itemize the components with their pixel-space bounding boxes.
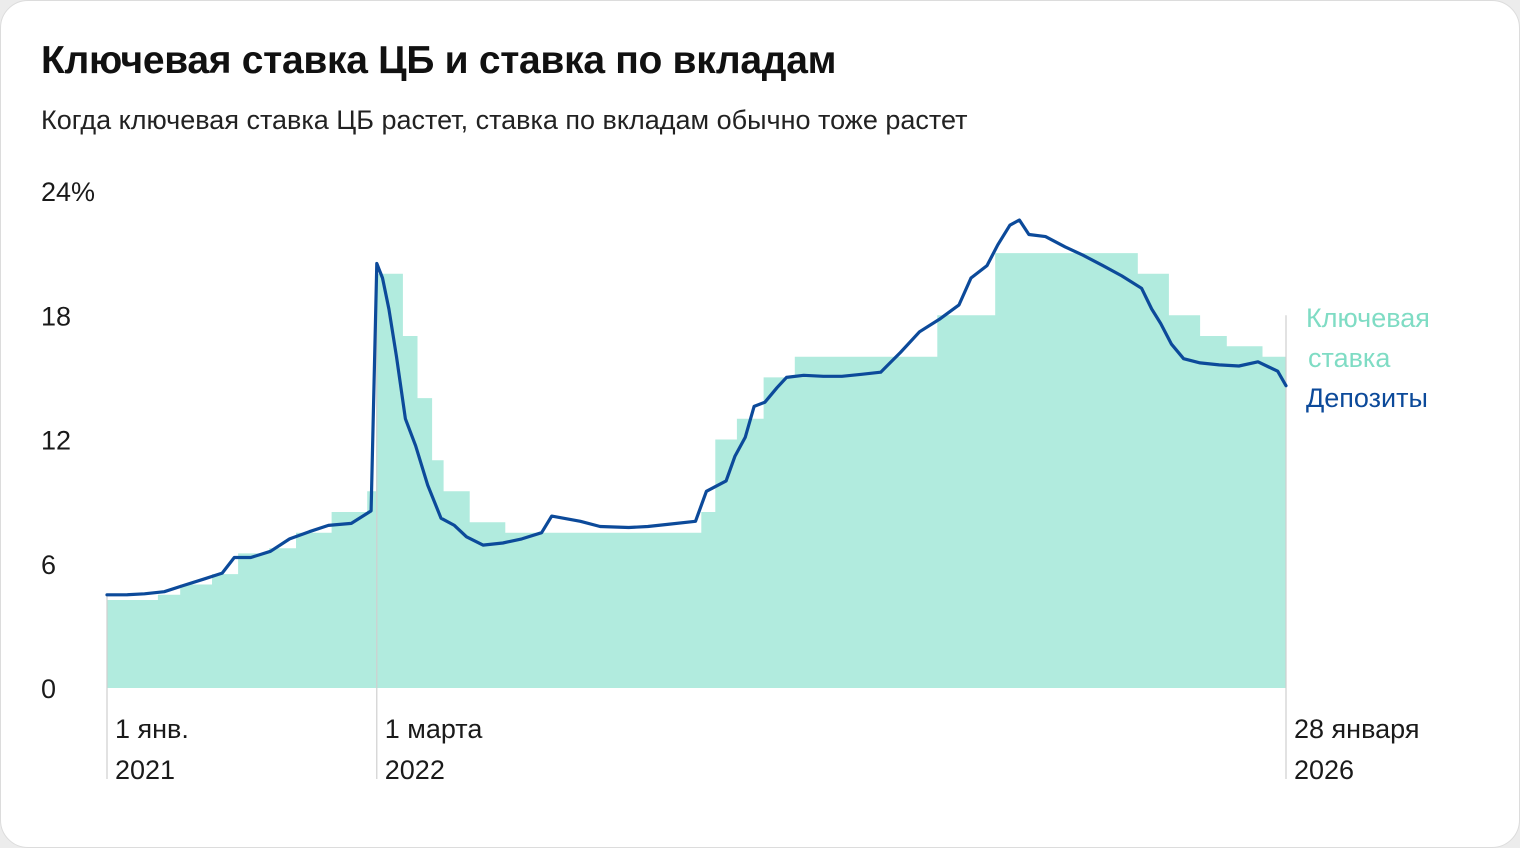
x-tick-label: 1 марта (385, 714, 484, 744)
date-markers (106, 263, 1287, 779)
deposit-line (105, 218, 1288, 597)
key-rate-area (107, 253, 1286, 688)
x-tick-label: 2021 (115, 755, 175, 785)
legend-key-rate-line1: Ключевая (1306, 303, 1430, 333)
y-tick-label: 24% (41, 177, 95, 207)
x-tick-label: 28 января (1294, 714, 1419, 744)
chart-title: Ключевая ставка ЦБ и ставка по вкладам (41, 39, 837, 82)
deposit-line-group (105, 218, 1288, 597)
y-tick-label: 18 (41, 301, 71, 331)
legend: Ключевая ставка Депозиты (1306, 303, 1430, 413)
x-tick-label: 2022 (385, 755, 445, 785)
x-tick-label: 2026 (1294, 755, 1354, 785)
y-tick-label: 0 (41, 674, 56, 704)
chart-subtitle: Когда ключевая ставка ЦБ растет, ставка … (41, 105, 968, 135)
legend-key-rate-line2: ставка (1308, 343, 1391, 373)
key-rate-area-group (107, 253, 1286, 688)
y-axis: 0 6 12 18 24% (41, 177, 95, 704)
x-axis: 1 янв. 2021 1 марта 2022 28 января 2026 (115, 714, 1419, 785)
y-tick-label: 12 (41, 426, 71, 456)
legend-deposits: Депозиты (1306, 383, 1428, 413)
y-tick-label: 6 (41, 550, 56, 580)
x-tick-label: 1 янв. (115, 714, 189, 744)
